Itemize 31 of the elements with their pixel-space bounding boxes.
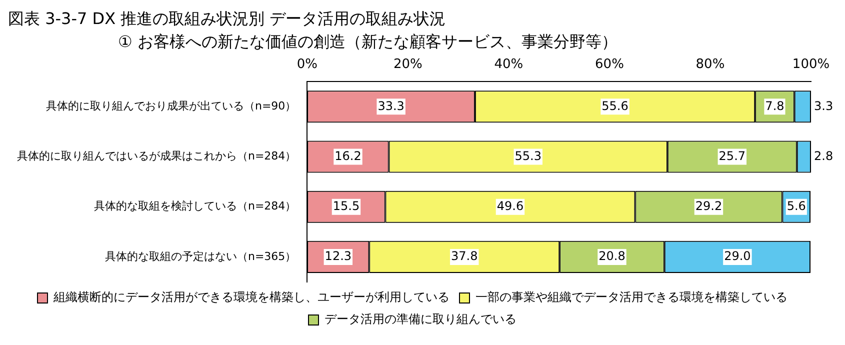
x-tick-label: 0% — [296, 57, 318, 72]
y-tick-label: 具体的に取り組んではいるが成果はこれから（n=284） — [16, 150, 296, 163]
data-label: 55.3 — [514, 148, 542, 163]
data-label: 33.3 — [378, 98, 404, 113]
data-label: 20.8 — [598, 249, 626, 264]
data-label: 16.2 — [334, 148, 362, 163]
legend-label: 組織横断的にデータ活用ができる環境を構築し、ユーザーが利用している — [52, 290, 450, 304]
x-tick-label: 60% — [595, 57, 624, 72]
data-label: 5.6 — [786, 198, 806, 213]
data-label: 49.6 — [496, 198, 524, 213]
x-tick-label: 20% — [393, 57, 422, 72]
data-label: 37.8 — [451, 249, 478, 264]
chart-subtitle: ① お客様への新たな価値の創造（新たな顧客サービス、事業分野等） — [117, 31, 618, 53]
data-label: 15.5 — [332, 198, 360, 213]
data-label: 29.0 — [724, 249, 751, 264]
y-tick-label: 具体的な取組の予定はない（n=365） — [104, 250, 296, 263]
legend-label: 一部の事業や組織でデータ活用できる環境を構築している — [476, 290, 788, 304]
data-label: 25.7 — [718, 148, 746, 163]
data-label: 2.8 — [814, 148, 834, 163]
data-label: 55.6 — [602, 98, 628, 113]
y-tick-label: 具体的な取組を検討している（n=284） — [94, 200, 296, 213]
x-tick-label: 80% — [696, 57, 725, 72]
chart-title: 図表 3-3-7 DX 推進の取組み状況別 データ活用の取組み状況 — [8, 8, 447, 30]
data-label: 3.3 — [814, 98, 834, 113]
x-tick-label: 40% — [494, 57, 524, 72]
x-tick-label: 100% — [792, 57, 830, 72]
data-label: 29.2 — [695, 198, 722, 213]
y-tick-label: 具体的に取り組んでおり成果が出ている（n=90） — [46, 100, 296, 113]
data-label: 12.3 — [324, 249, 352, 264]
legend-label: データ活用の準備に取り組んでいる — [324, 312, 516, 326]
data-label: 7.8 — [765, 98, 784, 113]
